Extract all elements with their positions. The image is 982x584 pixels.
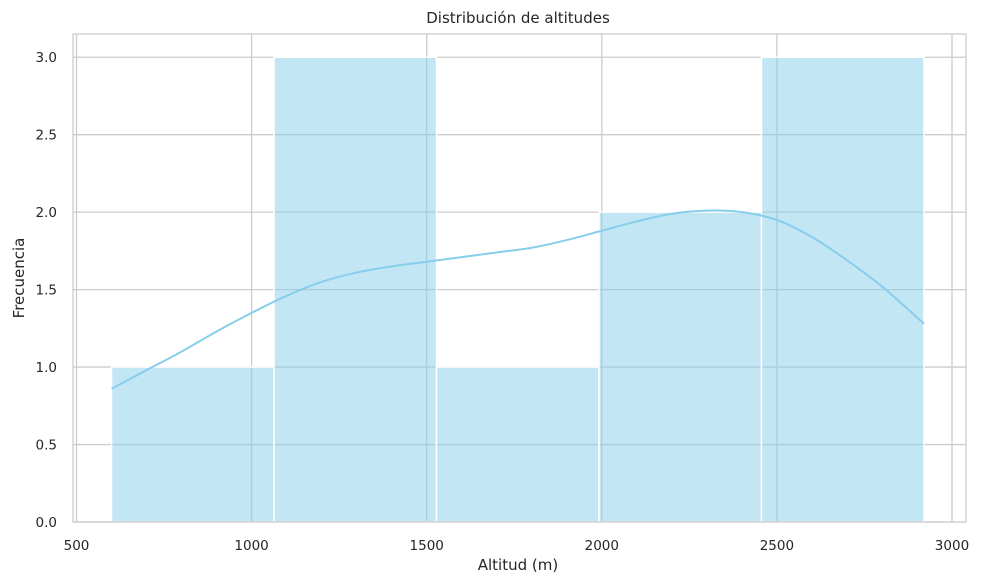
x-axis-label: Altitud (m) xyxy=(478,556,558,574)
histogram-bar xyxy=(435,366,600,523)
chart-title: Distribución de altitudes xyxy=(426,9,610,27)
histogram-bars xyxy=(110,56,925,523)
plot-border xyxy=(72,33,967,523)
histogram-bar xyxy=(598,211,763,523)
y-tick-label: 2.0 xyxy=(36,205,57,221)
y-tick-label: 0.5 xyxy=(36,438,57,454)
kde-curve xyxy=(111,209,925,390)
histogram-bar xyxy=(273,56,438,523)
x-tick-label: 2500 xyxy=(760,538,794,554)
kde-curve-layer xyxy=(111,209,925,390)
histogram-bar xyxy=(760,56,925,523)
y-tick-label: 2.5 xyxy=(36,128,57,144)
y-tick-label: 1.5 xyxy=(36,283,57,299)
x-tick-label: 3000 xyxy=(935,538,969,554)
histogram-bar xyxy=(110,366,275,523)
y-tick-label: 3.0 xyxy=(36,50,57,66)
x-tick-label: 1000 xyxy=(234,538,268,554)
tick-labels: 500 1000 1500 2000 2500 3000 0.0 0.5 1.0 1.5 2.0 2.… xyxy=(36,50,970,554)
y-tick-label: 1.0 xyxy=(36,360,57,376)
x-tick-label: 1500 xyxy=(410,538,444,554)
y-tick-label: 0.0 xyxy=(36,515,57,531)
plot-frame xyxy=(72,33,967,523)
x-tick-label: 2000 xyxy=(585,538,619,554)
x-tick-label: 500 xyxy=(64,538,90,554)
y-axis-label: Frecuencia xyxy=(10,238,28,319)
